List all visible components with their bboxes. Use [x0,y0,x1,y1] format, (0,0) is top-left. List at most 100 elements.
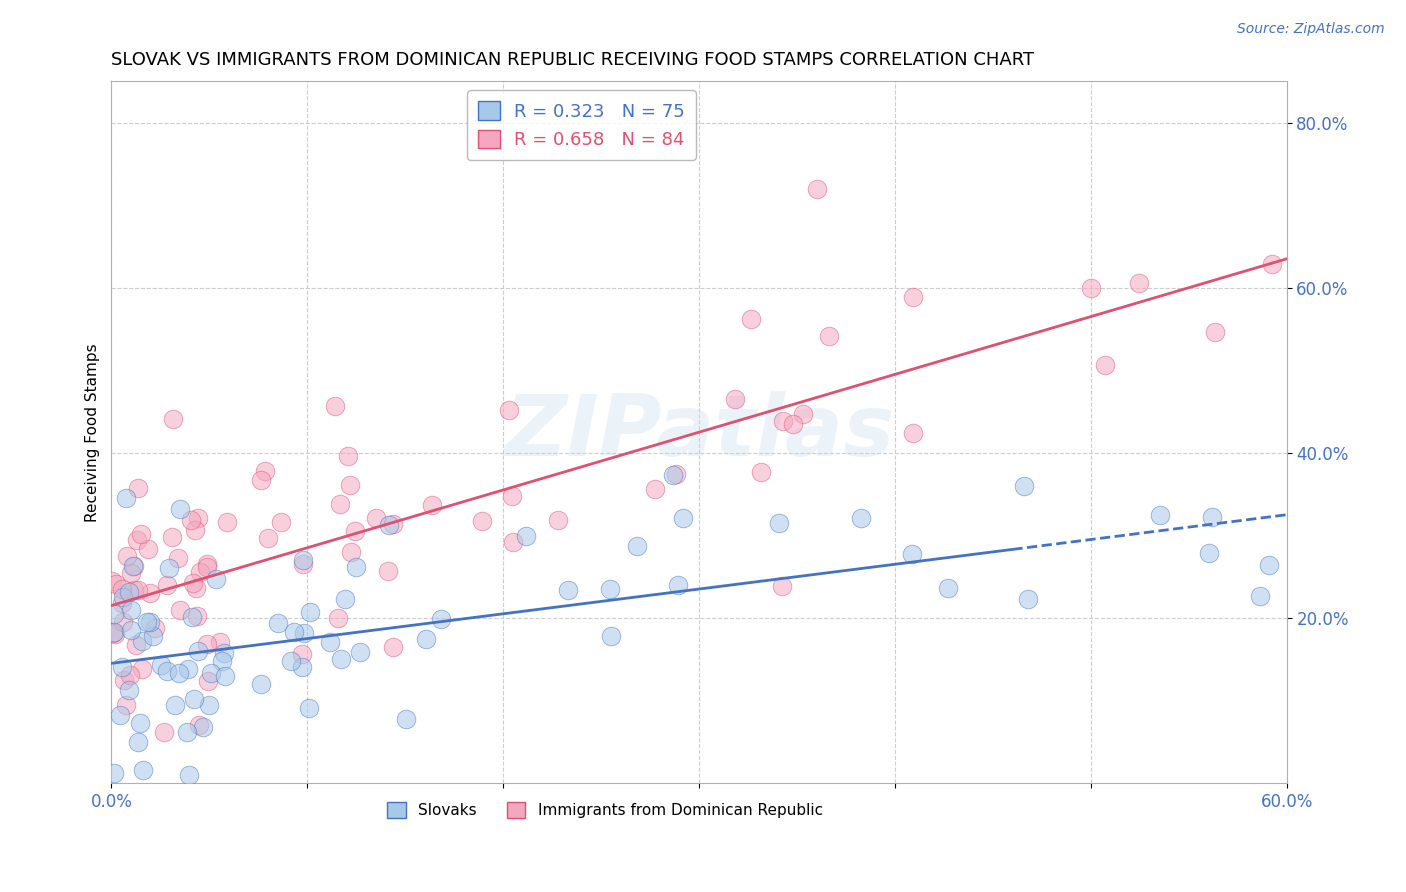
Point [111,590,134,604]
Point [122,583,145,598]
Point [131,662,153,676]
Point [103,765,125,780]
Point [768,516,790,531]
Point [103,607,125,621]
Point [211,654,233,668]
Point [101,574,124,588]
Point [209,635,232,649]
Point [292,558,315,572]
Point [382,516,405,531]
Point [125,638,148,652]
Point [120,566,142,580]
Point [176,725,198,739]
Point [257,531,280,545]
Point [749,465,772,479]
Point [740,311,762,326]
Point [180,610,202,624]
Point [122,559,145,574]
Point [136,615,159,629]
Point [195,637,218,651]
Point [136,542,159,557]
Point [183,523,205,537]
Point [381,640,404,655]
Point [298,701,321,715]
Point [169,502,191,516]
Point [1080,281,1102,295]
Point [724,392,747,406]
Point [138,615,160,629]
Point [188,717,211,731]
Point [143,621,166,635]
Point [111,660,134,674]
Point [167,666,190,681]
Point [333,591,356,606]
Point [936,581,959,595]
Point [336,449,359,463]
Point [155,578,177,592]
Point [167,551,190,566]
Point [344,560,367,574]
Point [1249,589,1271,603]
Point [191,721,214,735]
Legend: Slovaks, Immigrants from Dominican Republic: Slovaks, Immigrants from Dominican Repub… [381,797,828,824]
Point [665,467,688,481]
Point [291,647,314,661]
Point [266,616,288,631]
Point [280,654,302,668]
Point [818,329,841,343]
Point [377,564,399,578]
Point [326,610,349,624]
Point [127,481,149,495]
Point [420,498,443,512]
Point [1201,509,1223,524]
Point [661,468,683,483]
Point [111,596,134,610]
Point [103,624,125,639]
Point [599,582,621,596]
Point [177,662,200,676]
Point [249,677,271,691]
Point [249,473,271,487]
Point [212,646,235,660]
Point [547,513,569,527]
Point [197,559,219,574]
Point [120,603,142,617]
Point [283,625,305,640]
Point [131,634,153,648]
Point [901,289,924,303]
Point [111,582,134,596]
Point [214,669,236,683]
Point [849,511,872,525]
Point [120,624,142,638]
Point [108,708,131,723]
Point [157,560,180,574]
Point [132,763,155,777]
Point [1149,508,1171,522]
Point [162,412,184,426]
Text: ZIPatlas: ZIPatlas [503,391,894,474]
Point [129,526,152,541]
Point [117,584,139,599]
Point [415,632,437,646]
Point [127,582,149,597]
Point [188,566,211,580]
Point [127,533,149,547]
Point [215,515,238,529]
Point [501,489,523,503]
Point [626,539,648,553]
Point [120,668,142,682]
Text: SLOVAK VS IMMIGRANTS FROM DOMINICAN REPUBLIC RECEIVING FOOD STAMPS CORRELATION C: SLOVAK VS IMMIGRANTS FROM DOMINICAN REPU… [111,51,1035,69]
Point [121,558,143,573]
Point [1258,558,1281,572]
Point [349,645,371,659]
Point [323,399,346,413]
Point [329,652,352,666]
Point [187,644,209,658]
Point [329,497,352,511]
Y-axis label: Receiving Food Stamps: Receiving Food Stamps [86,343,100,522]
Point [186,609,208,624]
Point [198,698,221,712]
Point [770,579,793,593]
Point [105,577,128,591]
Point [340,545,363,559]
